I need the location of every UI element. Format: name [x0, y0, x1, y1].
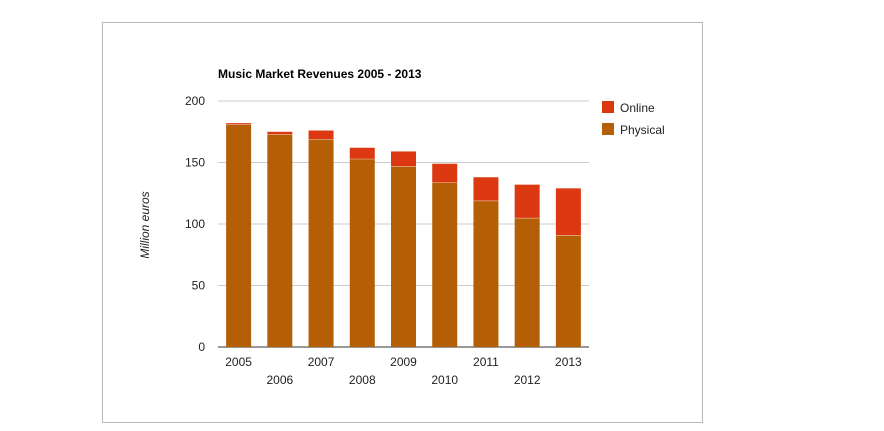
legend-label-physical: Physical [620, 123, 665, 137]
bar-physical-2011 [473, 200, 499, 347]
y-tick-labels: 0 50 100 150 200 [185, 94, 205, 354]
bar-online-2009 [391, 151, 416, 167]
bar-physical-2010 [432, 182, 458, 347]
legend: Online Physical [602, 101, 665, 137]
bar-online-2012 [514, 184, 540, 218]
bar-online-2007 [308, 130, 334, 140]
x-tick-label-2013: 2013 [555, 355, 582, 369]
x-tick-label-2007: 2007 [308, 355, 335, 369]
y-tick-label: 150 [185, 156, 205, 170]
legend-swatch-online [602, 101, 614, 113]
x-tick-label-2010: 2010 [431, 373, 458, 387]
legend-label-online: Online [620, 101, 655, 115]
bar-online-2013 [555, 188, 581, 236]
bar-physical-2012 [514, 217, 540, 347]
y-tick-label: 0 [198, 340, 205, 354]
bar-online-2006 [267, 131, 293, 135]
bar-physical-2013 [555, 235, 581, 347]
bar-physical-2008 [349, 158, 375, 347]
bar-physical-2006 [267, 134, 293, 347]
chart-frame: Music Market Revenues 2005 - 2013 Millio… [102, 22, 703, 423]
chart-title: Music Market Revenues 2005 - 2013 [218, 67, 422, 81]
bar-online-2008 [349, 147, 375, 159]
bars [226, 123, 581, 348]
x-tick-label-2006: 2006 [266, 373, 293, 387]
y-tick-label: 100 [185, 217, 205, 231]
chart-svg: Music Market Revenues 2005 - 2013 Millio… [138, 67, 665, 387]
x-tick-label-2008: 2008 [349, 373, 376, 387]
x-tick-label-2009: 2009 [390, 355, 417, 369]
bar-physical-2005 [226, 124, 252, 348]
bar-physical-2007 [308, 139, 334, 347]
x-tick-label-2012: 2012 [514, 373, 541, 387]
x-tick-labels: 2005 2006 2007 2008 2009 2010 2011 2012 2013 [225, 355, 582, 387]
bar-online-2010 [432, 163, 458, 183]
x-tick-label-2005: 2005 [225, 355, 252, 369]
bar-online-2011 [473, 177, 499, 201]
y-tick-label: 200 [185, 94, 205, 108]
bar-online-2005 [226, 123, 252, 125]
bar-physical-2009 [391, 166, 416, 347]
legend-swatch-physical [602, 123, 614, 135]
y-tick-label: 50 [192, 279, 206, 293]
x-tick-label-2011: 2011 [473, 355, 499, 369]
y-axis-label: Million euros [138, 191, 152, 258]
